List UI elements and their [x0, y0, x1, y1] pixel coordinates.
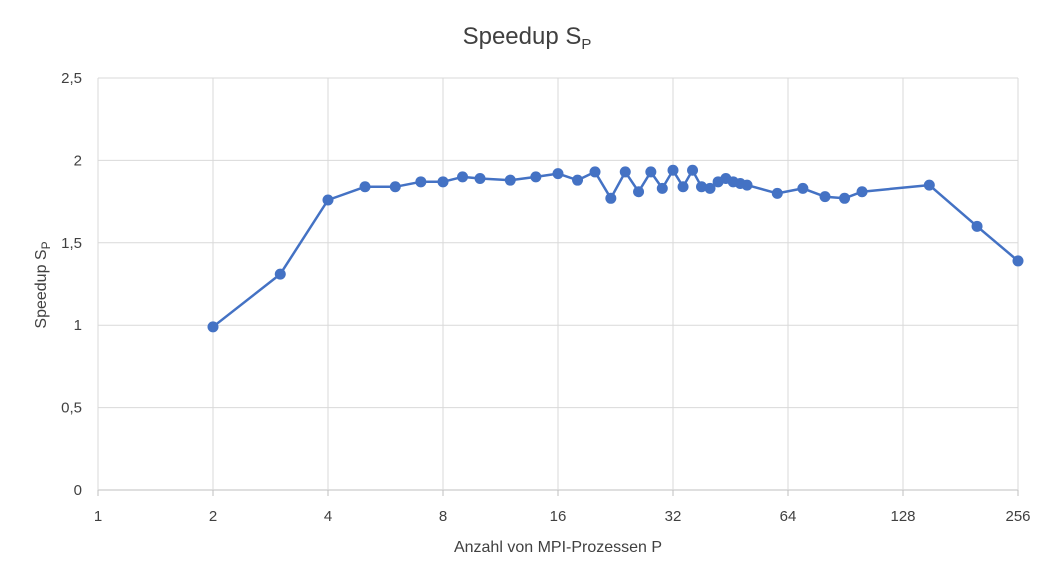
chart-title: Speedup SP	[463, 23, 592, 53]
data-point	[633, 186, 645, 198]
data-point	[797, 182, 809, 194]
data-point	[677, 181, 689, 193]
data-point	[619, 166, 631, 178]
data-point	[552, 168, 564, 180]
x-tick-label: 32	[665, 508, 682, 525]
y-tick-label: 2,5	[61, 70, 82, 87]
data-point	[589, 166, 601, 178]
y-tick-label: 0	[74, 482, 82, 499]
data-point	[667, 164, 679, 176]
data-point	[474, 173, 486, 185]
series-line	[212, 169, 1019, 328]
data-point	[504, 174, 516, 186]
y-axis-label: Speedup SP	[33, 241, 53, 328]
data-point	[207, 321, 219, 333]
data-point	[322, 194, 334, 206]
x-tick-label: 2	[209, 508, 217, 525]
data-point	[1012, 255, 1024, 267]
x-tick-label: 64	[780, 508, 797, 525]
x-axis-label: Anzahl von MPI-Prozessen P	[454, 539, 662, 556]
data-point	[687, 164, 699, 176]
series-layer	[207, 164, 1024, 333]
data-point	[605, 192, 617, 204]
data-point	[274, 268, 286, 280]
y-tick-label: 1,5	[61, 235, 82, 252]
y-tick-labels: 0 0,5 1 1,5 2 2,5	[61, 70, 82, 499]
data-point	[530, 171, 542, 183]
data-point	[741, 179, 753, 191]
x-tick-label: 1	[94, 508, 102, 525]
data-point	[923, 179, 935, 191]
y-tick-label: 0,5	[61, 400, 82, 417]
data-point	[415, 176, 427, 188]
data-point	[704, 182, 716, 194]
data-point	[437, 176, 449, 188]
data-point	[389, 181, 401, 193]
x-tick-label: 256	[1005, 508, 1030, 525]
data-point	[839, 192, 851, 204]
y-tick-label: 1	[74, 317, 82, 334]
x-tick-labels: 1 2 4 8 16 32 64 128 256	[94, 508, 1031, 525]
data-point	[572, 174, 584, 186]
data-point	[819, 191, 831, 203]
grid-lines	[97, 77, 1019, 496]
data-point	[457, 171, 469, 183]
x-tick-label: 8	[439, 508, 447, 525]
data-point	[656, 182, 668, 194]
y-axis-label-subscript: P	[39, 241, 53, 249]
x-tick-label: 16	[550, 508, 567, 525]
data-point	[696, 181, 708, 193]
chart-title-subscript: P	[581, 36, 591, 53]
data-point	[971, 220, 983, 232]
y-tick-label: 2	[74, 152, 82, 169]
data-point	[856, 186, 868, 198]
data-point	[359, 181, 371, 193]
data-point	[771, 187, 783, 199]
x-tick-label: 4	[324, 508, 332, 525]
x-tick-label: 128	[890, 508, 915, 525]
data-point	[645, 166, 657, 178]
